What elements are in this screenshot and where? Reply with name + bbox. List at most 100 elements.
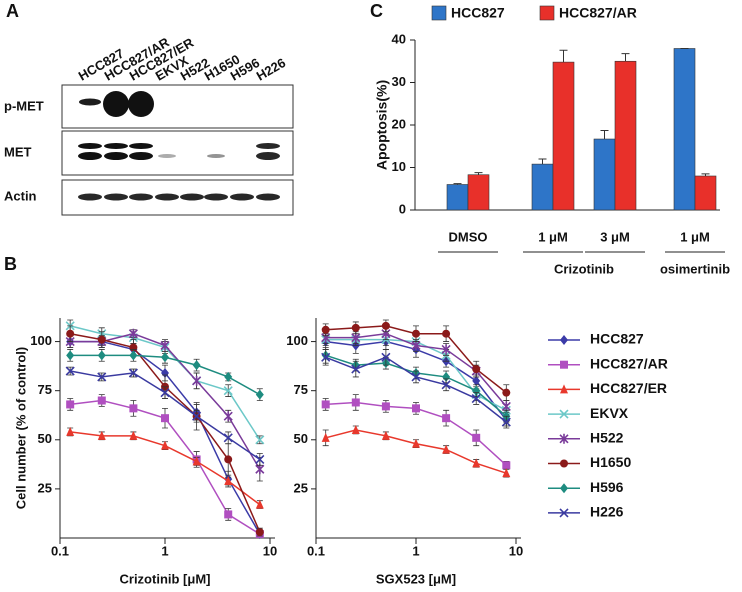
marker: [255, 389, 264, 400]
band: [129, 193, 153, 201]
panel-label: A: [6, 1, 19, 21]
y-tick-label: 10: [392, 159, 406, 174]
x-tick-label: 1 μM: [538, 229, 568, 244]
marker: [255, 454, 265, 464]
marker: [381, 321, 390, 330]
band: [79, 98, 101, 106]
band: [78, 143, 102, 149]
error-bar: [701, 173, 710, 176]
marker: [66, 350, 75, 361]
legend-label: HCC827/AR: [559, 5, 637, 21]
marker: [128, 368, 138, 378]
marker: [66, 400, 75, 409]
marker: [255, 499, 264, 509]
legend-label: HCC827/ER: [590, 380, 667, 396]
blot-bands: [78, 91, 280, 201]
marker: [255, 464, 265, 475]
marker: [66, 426, 75, 436]
marker: [255, 435, 265, 445]
marker: [321, 352, 331, 362]
band: [230, 193, 254, 201]
row-label: Actin: [4, 188, 37, 203]
error-bar: [621, 53, 630, 62]
marker: [381, 430, 390, 440]
marker: [192, 411, 202, 421]
marker: [442, 414, 451, 423]
marker: [192, 456, 201, 466]
error-bar: [538, 158, 547, 165]
marker: [351, 364, 361, 374]
band: [104, 193, 128, 201]
marker: [65, 366, 75, 376]
marker: [472, 458, 481, 468]
x-axis-label: Crizotinib [μM]: [120, 571, 211, 586]
row-label: p-MET: [4, 98, 44, 113]
band: [78, 193, 102, 201]
marker: [223, 433, 233, 443]
band: [180, 193, 204, 201]
marker: [161, 414, 169, 423]
marker: [502, 388, 511, 397]
band: [256, 152, 280, 160]
marker: [381, 402, 390, 411]
marker: [472, 385, 481, 396]
x-tick-label: 0.1: [51, 543, 69, 558]
marker: [223, 386, 233, 396]
error-bar: [453, 183, 462, 185]
band: [158, 154, 176, 158]
legend-label: HCC827: [590, 331, 644, 347]
marker: [223, 411, 233, 422]
group-label: Crizotinib: [554, 261, 614, 276]
y-tick-label: 30: [392, 74, 406, 89]
bar: [467, 174, 490, 211]
x-tick-label: 10: [263, 543, 277, 558]
band: [104, 143, 128, 149]
marker: [559, 433, 569, 444]
y-tick-label: 50: [38, 431, 52, 446]
error-bar: [600, 130, 609, 140]
marker: [129, 404, 138, 413]
bar: [552, 61, 575, 211]
legend-swatch: [539, 5, 555, 21]
band: [103, 91, 129, 117]
marker: [381, 352, 391, 362]
bar: [614, 60, 637, 211]
band: [78, 152, 102, 160]
y-tick-label: 100: [30, 333, 52, 348]
band: [104, 152, 128, 160]
marker: [351, 323, 360, 332]
y-tick-label: 50: [294, 431, 308, 446]
error-bar: [474, 172, 483, 175]
marker: [412, 404, 420, 413]
marker: [501, 401, 511, 412]
x-tick-label: 1: [161, 543, 168, 558]
y-axis-label: Cell number (% of control): [13, 347, 28, 510]
band: [256, 193, 280, 201]
y-tick-label: 0: [399, 201, 406, 216]
marker: [97, 350, 106, 361]
marker: [192, 360, 201, 371]
y-tick-label: 25: [294, 480, 308, 495]
x-tick-label: 0.1: [307, 543, 325, 558]
marker: [97, 396, 106, 405]
marker: [351, 398, 360, 407]
bar: [531, 163, 554, 211]
marker: [412, 438, 420, 448]
marker: [560, 335, 568, 345]
legend-swatch: [431, 5, 447, 21]
legend-label: H522: [590, 430, 624, 446]
marker: [411, 340, 421, 351]
y-axis-label: Apoptosis(%): [374, 80, 390, 170]
marker: [560, 360, 568, 369]
lane-label: H226: [254, 55, 288, 84]
marker: [160, 340, 170, 351]
marker: [560, 483, 568, 494]
marker: [128, 328, 138, 339]
marker: [224, 455, 233, 464]
blot-box: [61, 130, 294, 176]
marker: [160, 388, 170, 398]
legend-label: EKVX: [590, 405, 629, 421]
marker: [502, 468, 511, 478]
x-tick-label: 3 μM: [600, 229, 630, 244]
